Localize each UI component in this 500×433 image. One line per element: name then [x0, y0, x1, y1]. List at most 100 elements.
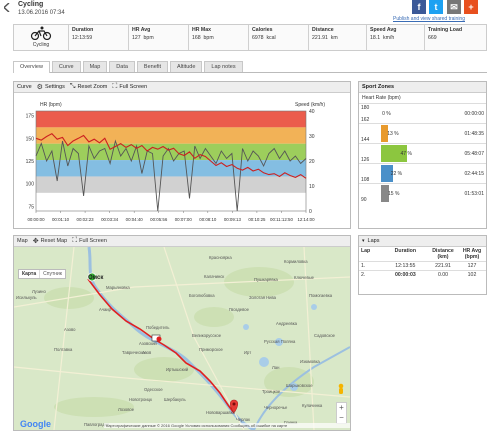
email-icon[interactable]: ✉: [447, 0, 461, 14]
plot-frame: [35, 110, 307, 212]
lake: [311, 304, 317, 310]
back-arrow-icon[interactable]: [2, 2, 10, 13]
zone-time: 05:48:07: [464, 151, 484, 157]
zone-row: 90 15 % 01:53:01: [359, 183, 486, 203]
finish-pin-dot: [232, 402, 236, 406]
zoom-out-button[interactable]: −: [339, 413, 344, 422]
river-branch: [253, 346, 350, 430]
map-place-label: Кулачинка: [302, 403, 323, 408]
table-row[interactable]: 2. 00:00:03 0.00 102: [359, 270, 486, 279]
zone-bottom: 144: [361, 137, 370, 143]
map-full-screen-button[interactable]: ⛶ Full Screen: [72, 237, 107, 244]
distance-col-header: Distance (km): [432, 248, 454, 260]
zones-subtitle: Heart Rate (bpm): [362, 95, 401, 101]
map-type-map[interactable]: Карта: [19, 270, 41, 278]
lake: [259, 357, 269, 367]
laps-title: Laps: [367, 238, 380, 244]
hr-tick-label: 75: [28, 204, 34, 210]
zone-row: 144 13 % 01:48:35: [359, 123, 486, 143]
map-place-label: Красноярка: [209, 255, 232, 260]
hr-tick-label: 125: [26, 159, 35, 165]
full-screen-button[interactable]: ⛶ Full Screen: [112, 83, 148, 90]
tab-data[interactable]: Data: [109, 61, 135, 72]
twitter-icon[interactable]: t: [429, 0, 443, 14]
tab-benefit[interactable]: Benefit: [136, 61, 169, 72]
lap-col-header: Lap: [361, 248, 371, 254]
map-place-label: Ключевые: [294, 275, 315, 280]
start-marker: [87, 272, 97, 282]
curve-title: Curve: [17, 84, 32, 90]
hr-zone-band-3: [36, 160, 306, 177]
zone-bar: [381, 145, 408, 162]
publish-link[interactable]: Publish and view shared training: [393, 16, 465, 22]
x-tick-label: 00:01:10: [52, 217, 70, 222]
stat-distance: Distance 221.91 km: [308, 25, 366, 50]
gear-icon: ⚙: [36, 84, 43, 91]
page-title: Cycling: [18, 1, 44, 8]
sport-cell: Cycling: [14, 25, 68, 50]
map-place-label: Лозовое: [118, 407, 135, 412]
right-axis-label: Speed (km/h): [295, 102, 325, 108]
map-road: [14, 276, 350, 308]
expand-icon: ⛶: [72, 237, 78, 244]
zoom-in-button[interactable]: +: [339, 403, 344, 412]
map-place-label: Павлоградка: [84, 422, 110, 427]
zone-bottom: 90: [361, 197, 367, 203]
google-logo: Google: [20, 419, 51, 429]
plus-share-icon[interactable]: +: [464, 0, 478, 14]
laps-table: Lap Duration Distance (km) HR Avg (bpm) …: [359, 247, 486, 279]
map-place-label: Боголюбовка: [189, 293, 215, 298]
sport-zones-title: Sport Zones: [359, 82, 486, 93]
facebook-icon[interactable]: f: [412, 0, 426, 14]
start-marker-dot: [87, 272, 97, 282]
tab-lap-notes[interactable]: Lap notes: [204, 61, 243, 72]
tab-bar: Overview Curve Map Data Benefit Altitude…: [13, 61, 487, 73]
zone-time: 01:53:01: [464, 191, 484, 197]
tab-altitude[interactable]: Altitude: [170, 61, 203, 72]
map-place-label: Черноречье: [264, 405, 288, 410]
zone-bar: [381, 165, 394, 182]
map-place-label: Нововаршавка: [206, 410, 235, 415]
tab-overview[interactable]: Overview: [13, 61, 50, 73]
zone-range: 180 162: [359, 104, 381, 123]
sport-name: Cycling: [32, 42, 50, 48]
hr-speed-chart[interactable]: HR (bpm) Speed (km/h) 75 100 125 150 175 0 10 20 3…: [14, 93, 350, 229]
zone-bar: [381, 125, 389, 142]
collapse-icon[interactable]: ▾: [362, 238, 365, 244]
x-tick-label: 00:10:25: [248, 217, 266, 222]
reset-zoom-button[interactable]: ⤡ Reset Zoom: [69, 83, 108, 90]
zone-time: 00:00:00: [464, 111, 484, 117]
map-attribution[interactable]: Картографические данные © 2016 Google Ус…: [104, 423, 350, 428]
route-line: [87, 278, 235, 414]
map-place-label: Садовское: [314, 333, 335, 338]
map-panel: Map ✥ Reset Map ⛶ Full Screen Омск Лузино Ка…: [13, 235, 351, 431]
map-toolbar: Map ✥ Reset Map ⛶ Full Screen: [14, 236, 350, 247]
table-row[interactable]: 1. 12:13:55 221.91 127: [359, 261, 486, 271]
curve-toolbar: Curve ⚙ Settings ⤡ Reset Zoom ⛶ Full Screen: [14, 82, 350, 93]
map-canvas[interactable]: Омск Лузино Калачинск Азовский Азово Иртышски…: [14, 247, 350, 430]
speed-line: [35, 139, 307, 212]
map-place-label: Кормиловка: [284, 259, 308, 264]
map-place-label: Пушкарёвка: [254, 277, 278, 282]
zone-bar-cell: 0 %: [381, 104, 437, 123]
map-place-label: Азовский: [139, 341, 157, 346]
settings-button[interactable]: ⚙ Settings: [36, 84, 65, 91]
lake: [243, 324, 249, 330]
map-type-satellite[interactable]: Спутник: [43, 271, 62, 277]
reset-map-button[interactable]: ✥ Reset Map: [32, 238, 68, 245]
speed-tick-label: 30: [309, 134, 315, 140]
hr-tick-label: 150: [26, 136, 35, 142]
laps-header[interactable]: ▾ Laps: [359, 236, 486, 247]
pegman-icon[interactable]: [336, 383, 346, 395]
tab-map[interactable]: Map: [82, 61, 108, 72]
tab-curve[interactable]: Curve: [51, 61, 81, 72]
map-place-label: Новотроицк: [129, 397, 152, 402]
stat-duration: Duration 12:13:59: [68, 25, 128, 50]
map-place-label: Лузино: [32, 289, 46, 294]
zone-bar-cell: 47 %: [381, 144, 437, 163]
x-tick-label: 00:04:40: [126, 217, 144, 222]
lap-flag-dot: [156, 336, 162, 342]
speed-tick-label: 10: [309, 184, 315, 190]
map-place-label: Шербакуль: [164, 397, 186, 402]
map-road: [14, 366, 350, 398]
